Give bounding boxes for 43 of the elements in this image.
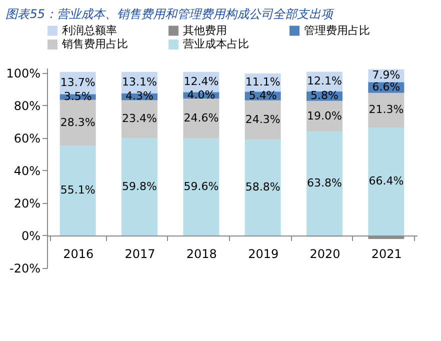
data-label: 4.3% — [126, 90, 154, 103]
y-tick-label: 40% — [14, 164, 40, 178]
y-tick-label: 20% — [14, 196, 40, 210]
data-label: 23.4% — [122, 112, 157, 126]
data-label: 24.3% — [245, 113, 280, 126]
data-label: 19.0% — [307, 109, 342, 122]
data-label: 59.8% — [122, 180, 157, 193]
legend-label: 管理费用占比 — [304, 24, 370, 37]
x-tick-label: 2016 — [63, 246, 94, 261]
data-label: 3.5% — [64, 90, 92, 104]
x-tick-label: 2018 — [186, 246, 217, 261]
legend-label: 其他费用 — [183, 24, 227, 37]
data-label: 58.8% — [245, 180, 280, 194]
x-tick-label: 2020 — [310, 246, 340, 261]
data-label: 24.6% — [184, 112, 219, 125]
legend-label: 销售费用占比 — [61, 38, 128, 50]
data-label: 5.4% — [248, 88, 277, 102]
data-label: 55.1% — [60, 184, 96, 197]
x-tick-label: 2021 — [371, 246, 402, 261]
legend-label: 营业成本占比 — [183, 38, 249, 50]
data-label: 4.0% — [187, 88, 216, 102]
data-label: 63.8% — [307, 176, 342, 190]
data-label: 12.4% — [184, 74, 219, 88]
data-label: 21.3% — [368, 103, 404, 116]
y-tick-label: -20% — [9, 262, 40, 276]
data-label: 59.6% — [184, 180, 219, 194]
chart-title: 图表55：营业成本、销售费用和管理费用构成公司全部支出项 — [6, 7, 335, 21]
data-label: 7.9% — [372, 68, 400, 82]
data-label: 66.4% — [368, 174, 404, 188]
data-label: 5.8% — [310, 89, 338, 102]
data-label: 13.7% — [60, 76, 96, 90]
data-label: 6.6% — [372, 80, 400, 94]
y-tick-label: 0% — [21, 228, 40, 243]
x-tick-label: 2019 — [248, 246, 279, 261]
y-tick-label: 100% — [6, 66, 40, 80]
y-tick-label: 60% — [14, 131, 40, 146]
data-label: 12.1% — [307, 74, 342, 88]
data-label: 28.3% — [60, 116, 96, 129]
x-tick-label: 2017 — [124, 246, 156, 261]
y-tick-label: 80% — [14, 98, 40, 113]
legend-label: 利润总额率 — [62, 24, 117, 37]
data-label: 11.1% — [245, 76, 280, 89]
data-label: 13.1% — [122, 76, 157, 89]
